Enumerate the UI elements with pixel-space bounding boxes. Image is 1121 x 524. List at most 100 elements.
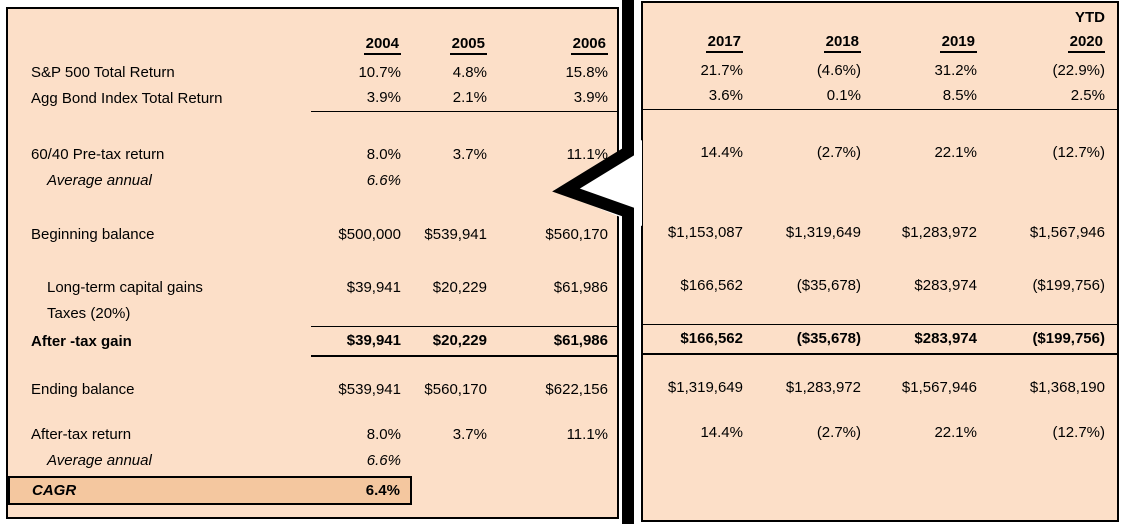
col-header-2005: 2005 — [449, 35, 487, 55]
spacer-row — [9, 193, 618, 221]
col-header-2018: 2018 — [823, 33, 861, 53]
cell-value: 22.1% — [934, 143, 977, 161]
cell-value: $1,368,190 — [1029, 378, 1105, 396]
row-label: Average annual — [47, 451, 152, 469]
row-label: After-tax return — [31, 425, 132, 443]
left-table: 2004 2005 2006 S&P 500 Total Return 10.7… — [8, 31, 618, 505]
cell-value: $61,986 — [497, 325, 618, 357]
cell-value: 21.7% — [700, 61, 743, 79]
cell-value: 14.4% — [700, 143, 743, 161]
row-agg-bond-return: Agg Bond Index Total Return 3.9% 2.1% 3.… — [9, 85, 618, 112]
spacer-row — [9, 356, 618, 376]
cell-value: $1,283,972 — [785, 378, 861, 396]
spacer-row — [643, 400, 1117, 419]
cell-value: (2.7%) — [816, 423, 861, 441]
cell-value: $539,941 — [424, 225, 487, 243]
cell-value: 8.5% — [873, 83, 989, 110]
cell-value: $560,170 — [424, 380, 487, 398]
cell-value: 4.8% — [452, 63, 487, 81]
cell-value: $61,986 — [553, 278, 608, 296]
cell-value: $539,941 — [338, 380, 401, 398]
spacer-row — [9, 111, 618, 141]
cell-value: 31.2% — [934, 61, 977, 79]
cell-value: 3.6% — [643, 83, 755, 110]
cell-value: $1,153,087 — [667, 223, 743, 241]
row-cagr: CAGR 6.4% — [8, 476, 618, 505]
spacer-row — [643, 165, 1117, 191]
cell-value: ($199,756) — [1032, 276, 1105, 294]
col-header-2006: 2006 — [570, 35, 608, 55]
row-beginning-balance: Beginning balance $500,000 $539,941 $560… — [9, 221, 618, 247]
row-taxes-blank — [643, 298, 1117, 324]
row-ending-balance: Ending balance $539,941 $560,170 $622,15… — [9, 376, 618, 402]
spacer-row — [9, 247, 618, 274]
cell-value: (12.7%) — [1052, 143, 1105, 161]
panel-right-2017-2020: YTD 2017 2018 2019 2020 21.7% (4.6%) 31.… — [641, 1, 1119, 522]
row-sp500-return: 21.7% (4.6%) 31.2% (22.9%) — [643, 57, 1117, 83]
cell-value: ($199,756) — [989, 323, 1117, 355]
cell-value: $20,229 — [411, 325, 497, 357]
cell-value: $1,567,946 — [901, 378, 977, 396]
cell-value: 0.1% — [755, 83, 873, 110]
col-header-2019: 2019 — [939, 33, 977, 53]
cell-value: 3.7% — [452, 425, 487, 443]
cell-value: ($35,678) — [755, 323, 873, 355]
cell-value: (12.7%) — [1052, 423, 1105, 441]
cell-value: 8.0% — [366, 425, 401, 443]
cell-value: 6.6% — [366, 171, 401, 189]
cagr-value: 6.4% — [311, 476, 412, 505]
cell-value: $1,319,649 — [667, 378, 743, 396]
cell-value: $39,941 — [311, 325, 411, 357]
row-ltcg: Long-term capital gains $39,941 $20,229 … — [9, 274, 618, 300]
row-label: Agg Bond Index Total Return — [31, 89, 223, 107]
cell-value: (22.9%) — [1052, 61, 1105, 79]
cell-value: 8.0% — [366, 145, 401, 163]
row-pretax-return: 14.4% (2.7%) 22.1% (12.7%) — [643, 139, 1117, 165]
cell-value: $166,562 — [680, 276, 743, 294]
cell-value: 22.1% — [934, 423, 977, 441]
spacer-row — [643, 245, 1117, 272]
row-label: S&P 500 Total Return — [31, 63, 175, 81]
cell-value: 2.5% — [989, 83, 1117, 110]
cell-value: $622,156 — [545, 380, 608, 398]
cell-value: $166,562 — [643, 323, 755, 355]
spacer-row — [643, 191, 1117, 219]
row-label: Taxes (20%) — [47, 304, 131, 322]
row-after-tax-return: 14.4% (2.7%) 22.1% (12.7%) — [643, 419, 1117, 445]
spacer-row — [643, 354, 1117, 374]
cell-value: 6.6% — [366, 451, 401, 469]
row-after-tax-gain: After -tax gain $39,941 $20,229 $61,986 — [9, 325, 618, 357]
row-taxes: Taxes (20%) — [9, 300, 618, 326]
cell-value: (2.7%) — [816, 143, 861, 161]
cell-value: $1,283,972 — [901, 223, 977, 241]
row-label: After -tax gain — [31, 332, 132, 350]
row-beginning-balance: $1,153,087 $1,319,649 $1,283,972 $1,567,… — [643, 219, 1117, 245]
cell-value: 10.7% — [358, 63, 401, 81]
cell-value: 3.7% — [452, 145, 487, 163]
right-header-row: 2017 2018 2019 2020 — [643, 29, 1117, 57]
panel-left-2004-2006: 2004 2005 2006 S&P 500 Total Return 10.7… — [6, 7, 619, 519]
cell-value: $283,974 — [873, 323, 989, 355]
row-label: Ending balance — [31, 380, 135, 398]
cell-value: $1,567,946 — [1029, 223, 1105, 241]
left-header-row: 2004 2005 2006 — [9, 31, 618, 59]
row-sp500-return: S&P 500 Total Return 10.7% 4.8% 15.8% — [9, 59, 618, 85]
cell-value: $500,000 — [338, 225, 401, 243]
cell-value: 15.8% — [565, 63, 608, 81]
cell-value: 2.1% — [411, 85, 497, 112]
row-after-tax-return: After-tax return 8.0% 3.7% 11.1% — [9, 421, 618, 447]
cell-value: 11.1% — [566, 145, 608, 163]
row-label: Average annual — [47, 171, 152, 189]
col-header-2004: 2004 — [363, 35, 401, 55]
cell-value: ($35,678) — [796, 276, 861, 294]
spacer-row — [643, 109, 1117, 139]
row-average-annual-aftertax: Average annual 6.6% — [9, 447, 618, 473]
cell-value: 11.1% — [566, 425, 608, 443]
col-header-2017: 2017 — [705, 33, 743, 53]
row-label: Long-term capital gains — [47, 278, 203, 296]
cell-value: $1,319,649 — [785, 223, 861, 241]
cell-value: $20,229 — [432, 278, 487, 296]
cell-value: (4.6%) — [816, 61, 861, 79]
row-ltcg: $166,562 ($35,678) $283,974 ($199,756) — [643, 272, 1117, 298]
